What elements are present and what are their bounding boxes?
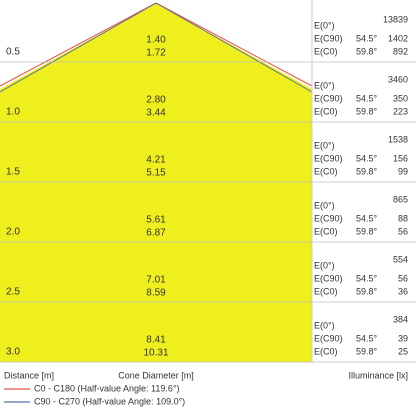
distance: 2.0 (6, 227, 20, 238)
e-label: E(0°) (314, 200, 335, 210)
c0-line (0, 2, 157, 87)
diameter: 5.61 (146, 215, 166, 226)
diameter: 8.59 (146, 288, 166, 299)
angle: 59.8° (356, 346, 378, 356)
illuminance-label: Illuminance [lx] (348, 370, 408, 380)
e-label: E(C0) (314, 286, 338, 296)
distance: 3.0 (6, 347, 20, 358)
e-label: E(0°) (314, 80, 335, 90)
distance: 1.5 (6, 167, 20, 178)
c90-value: 56 (398, 273, 408, 283)
c0-value: 892 (393, 46, 408, 56)
e-label: E(0°) (314, 260, 335, 270)
diameter: 3.44 (146, 108, 166, 119)
diameter: 10.31 (143, 348, 168, 359)
e-label: E(C90) (314, 153, 343, 163)
distance: 2.5 (6, 287, 20, 298)
e-label: E(C90) (314, 273, 343, 283)
e0-value: 865 (393, 194, 408, 204)
c0-value: 223 (393, 106, 408, 116)
cone-area (0, 3, 312, 362)
distance-label: Distance [m] (4, 370, 54, 380)
c90-line (155, 2, 313, 93)
angle: 54.5° (356, 153, 378, 163)
c90-value: 156 (393, 153, 408, 163)
diameter: 6.87 (146, 228, 166, 239)
angle: 59.8° (356, 46, 378, 56)
angle: 54.5° (356, 213, 378, 223)
angle: 54.5° (356, 93, 378, 103)
e-label: E(C0) (314, 106, 338, 116)
distance: 0.5 (6, 47, 20, 58)
diameter-label: Cone Diameter [m] (118, 370, 194, 380)
e0-value: 13839 (383, 14, 408, 24)
angle: 59.8° (356, 106, 378, 116)
e0-value: 384 (393, 314, 408, 324)
e-label: E(C0) (314, 166, 338, 176)
diameter: 5.15 (146, 168, 166, 179)
c0-value: 25 (398, 346, 408, 356)
e-label: E(C0) (314, 226, 338, 236)
e-label: E(C90) (314, 333, 343, 343)
c0-value: 99 (398, 166, 408, 176)
e-label: E(C0) (314, 46, 338, 56)
c0-value: 56 (398, 226, 408, 236)
distance: 1.0 (6, 107, 20, 118)
diameter: 7.01 (146, 275, 166, 286)
diameter: 1.40 (146, 35, 166, 46)
e-label: E(C90) (314, 33, 343, 43)
angle: 59.8° (356, 286, 378, 296)
c90-value: 350 (393, 93, 408, 103)
e0-value: 3460 (388, 74, 408, 84)
c0-value: 36 (398, 286, 408, 296)
e-label: E(0°) (314, 20, 335, 30)
angle: 54.5° (356, 33, 378, 43)
e0-value: 1538 (388, 134, 408, 144)
c90-value: 88 (398, 213, 408, 223)
legend-label: C90 - C270 (Half-value Angle: 109.0°) (34, 396, 185, 406)
diameter: 2.80 (146, 95, 166, 106)
c0-line (155, 2, 313, 87)
angle: 59.8° (356, 226, 378, 236)
e-label: E(C90) (314, 93, 343, 103)
e0-value: 554 (393, 254, 408, 264)
e-label: E(C0) (314, 346, 338, 356)
angle: 59.8° (356, 166, 378, 176)
legend-label: C0 - C180 (Half-value Angle: 119.6°) (34, 383, 180, 393)
e-label: E(0°) (314, 140, 335, 150)
c90-value: 1402 (388, 33, 408, 43)
angle: 54.5° (356, 333, 378, 343)
c90-line (0, 2, 157, 93)
angle: 54.5° (356, 273, 378, 283)
diameter: 1.72 (146, 48, 166, 59)
e-label: E(0°) (314, 320, 335, 330)
c90-value: 39 (398, 333, 408, 343)
e-label: E(C90) (314, 213, 343, 223)
diameter: 8.41 (146, 335, 166, 346)
diameter: 4.21 (146, 155, 166, 166)
